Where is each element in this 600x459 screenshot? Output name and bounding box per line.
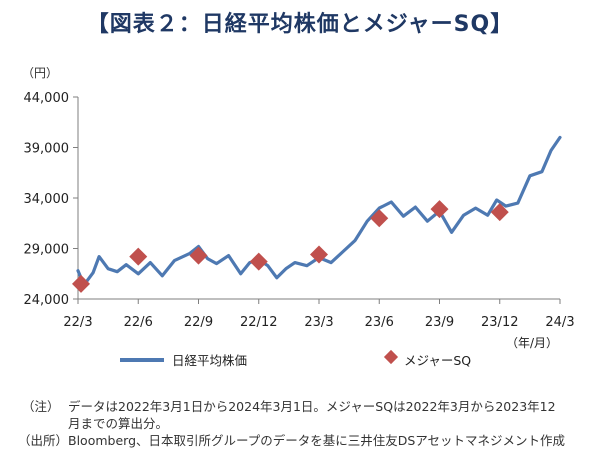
legend-line-label: 日経平均株価 [172,353,248,368]
legend-marker-label: メジャーSQ [404,353,472,368]
source-text: Bloomberg、日本取引所グループのデータを基に三井住友DSアセットマネジメ… [68,433,566,448]
source-label: （出所） [18,433,69,448]
x-unit-label: （年/月） [506,336,559,350]
note-text-line1: データは2022年3月1日から2024年3月1日。メジャーSQは2022年3月か… [68,399,556,414]
y-unit-label: （円） [22,66,59,80]
y-tick-label: 39,000 [24,142,70,157]
x-tick-label: 23/6 [365,315,394,330]
y-tick-label: 34,000 [24,192,70,207]
x-tick-label: 22/6 [124,315,153,330]
major-sq-marker [370,209,389,228]
x-tick-label: 22/3 [63,315,92,330]
x-tick-label: 22/12 [240,315,277,330]
major-sq-marker [72,274,91,293]
major-sq-marker [430,200,449,219]
major-sq-marker [490,203,509,222]
legend-line-swatch [120,358,164,362]
x-tick-label: 23/9 [425,315,454,330]
chart-title: 【図表２：日経平均株価とメジャーSQ】 [86,12,514,37]
x-tick-label: 23/12 [481,315,518,330]
note-label: （注） [22,399,60,414]
major-sq-marker [189,246,208,265]
nikkei-line [76,135,562,287]
note-text-line2: 月までの算出分。 [68,416,169,431]
major-sq-marker [249,252,268,271]
major-sq-marker [310,245,328,264]
x-tick-label: 22/9 [184,315,213,330]
y-tick-label: 24,000 [24,293,70,308]
y-tick-label: 44,000 [24,91,70,106]
major-sq-marker [129,247,148,266]
x-tick-label: 24/3 [545,315,574,330]
x-tick-label: 23/3 [304,315,333,330]
y-tick-label: 29,000 [24,243,70,258]
